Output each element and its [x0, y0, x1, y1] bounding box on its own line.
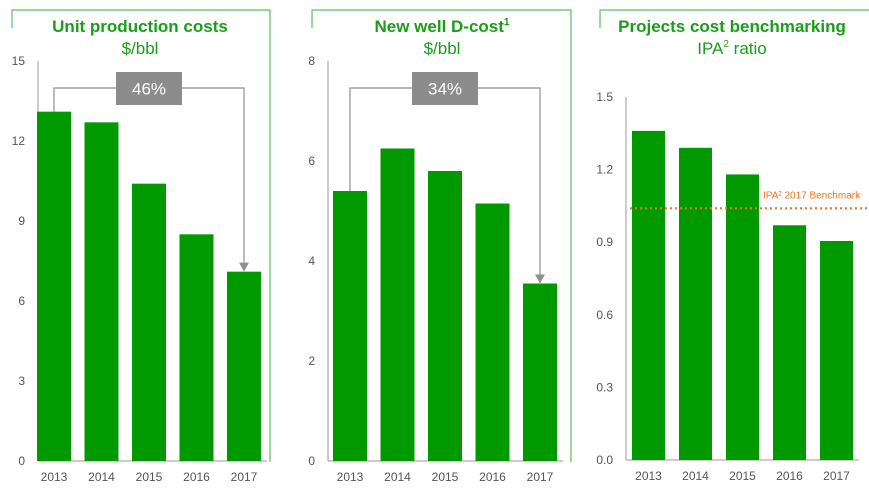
chart-title: New well D-cost1 — [375, 17, 510, 36]
plot-area: 0 2 4 6 8 2013 2014 2015 2016 2017 34% — [308, 54, 563, 484]
bar-2015 — [132, 183, 166, 461]
chart-title: Unit production costs — [52, 17, 228, 36]
bar-2017 — [227, 271, 261, 461]
plot-area: 0 3 6 9 12 15 2013 2014 2015 2016 2017 46% — [12, 54, 267, 484]
y-tick-label: 3 — [18, 374, 25, 388]
x-tick-label: 2015 — [136, 470, 163, 484]
chart-subtitle: $/bbl — [122, 39, 159, 58]
bar-2013 — [632, 130, 665, 460]
x-tick-label: 2016 — [776, 469, 803, 483]
y-tick-label: 15 — [12, 54, 26, 68]
bar-2015 — [726, 174, 759, 460]
bar-2014 — [679, 147, 712, 460]
x-tick-label: 2015 — [729, 469, 756, 483]
x-tick-label: 2016 — [479, 470, 506, 484]
bar-2016 — [475, 203, 510, 461]
plot-area: 0.0 0.3 0.6 0.9 1.2 1.5 2013 2014 2015 2016 2017 IP… — [596, 90, 869, 483]
y-tick-label: 0.9 — [596, 235, 613, 249]
panel-frame — [599, 9, 869, 28]
x-tick-label: 2015 — [432, 470, 459, 484]
y-tick-label: 1.5 — [596, 90, 613, 104]
bar-2013 — [37, 111, 71, 462]
panel-unit-production-costs: Unit production costs $/bbl 0 3 6 9 12 15 2013… — [11, 9, 271, 484]
x-tick-label: 2017 — [527, 470, 554, 484]
y-tick-label: 1.2 — [596, 163, 613, 177]
callout-percentage: 34% — [428, 80, 462, 99]
bar-2014 — [380, 148, 415, 461]
x-tick-label: 2013 — [635, 469, 662, 483]
bar-2017 — [523, 283, 557, 461]
chart-subtitle: $/bbl — [424, 39, 461, 58]
bar-2016 — [773, 225, 806, 460]
x-tick-label: 2016 — [183, 470, 210, 484]
y-tick-label: 4 — [308, 254, 315, 268]
panel-projects-cost-benchmarking: Projects cost benchmarking IPA2 ratio 0.… — [596, 9, 869, 483]
callout-percentage: 46% — [132, 80, 166, 99]
callout-arrowhead — [535, 274, 545, 284]
chart-title: Projects cost benchmarking — [618, 17, 846, 36]
bar-2017 — [820, 240, 853, 460]
bar-2015 — [428, 171, 462, 461]
x-tick-label: 2017 — [231, 470, 258, 484]
x-tick-label: 2014 — [682, 469, 709, 483]
y-tick-label: 0.6 — [596, 308, 613, 322]
panel-frame — [311, 9, 572, 28]
x-tick-label: 2017 — [823, 469, 850, 483]
y-tick-label: 8 — [308, 54, 315, 68]
y-tick-label: 6 — [18, 294, 25, 308]
y-tick-label: 12 — [12, 134, 26, 148]
y-tick-label: 0 — [18, 454, 25, 468]
x-tick-label: 2014 — [384, 470, 411, 484]
x-tick-label: 2013 — [41, 470, 68, 484]
panel-new-well-d-cost: New well D-cost1 $/bbl 0 2 4 6 8 2013 2014 2015… — [308, 9, 572, 484]
benchmark-label: IPA² 2017 Benchmark — [763, 190, 861, 201]
y-tick-label: 0.3 — [596, 380, 613, 394]
x-tick-label: 2014 — [88, 470, 115, 484]
bar-2013 — [333, 191, 367, 461]
callout-box — [116, 72, 182, 105]
callout-arrowhead — [239, 262, 249, 272]
bar-2016 — [179, 234, 214, 461]
panel-frame — [11, 9, 271, 28]
y-tick-label: 2 — [308, 354, 315, 368]
chart-subtitle: IPA2 ratio — [697, 39, 767, 58]
callout-box — [412, 72, 478, 105]
y-tick-label: 9 — [18, 214, 25, 228]
y-tick-label: 6 — [308, 154, 315, 168]
y-tick-label: 0.0 — [596, 453, 613, 467]
y-tick-label: 0 — [308, 454, 315, 468]
bar-2014 — [84, 122, 119, 461]
x-tick-label: 2013 — [337, 470, 364, 484]
